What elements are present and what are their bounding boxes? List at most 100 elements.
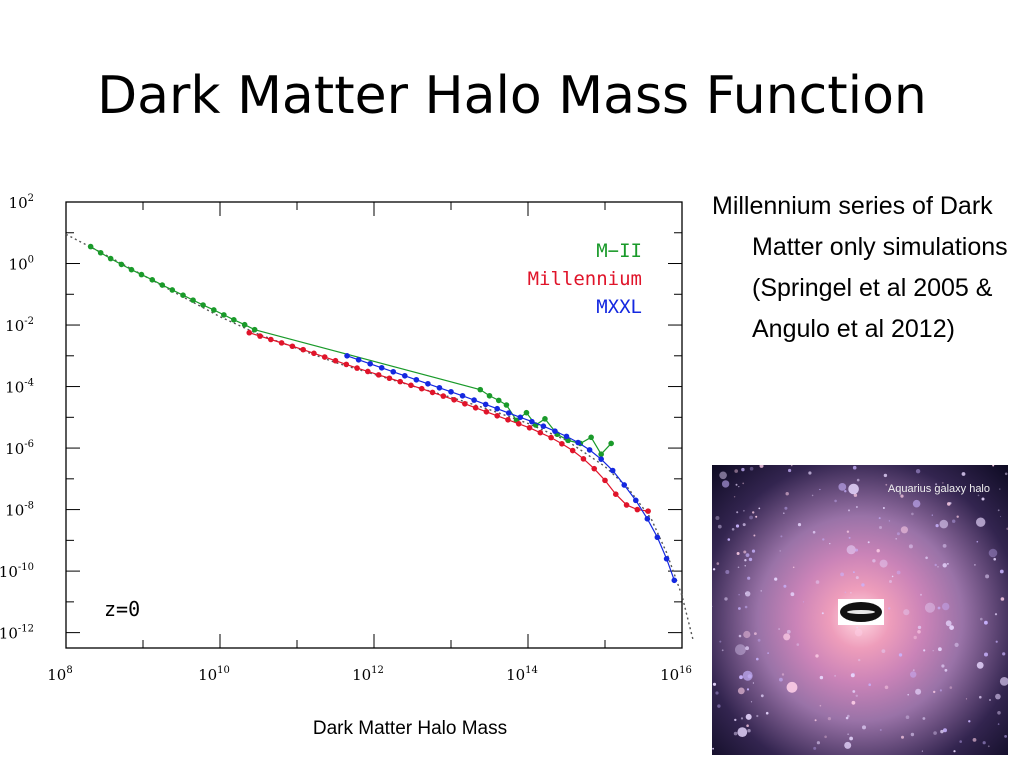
subhalo-particle xyxy=(939,519,949,529)
data-point xyxy=(408,382,414,389)
data-point xyxy=(278,340,285,346)
data-point xyxy=(569,447,576,454)
data-point xyxy=(128,266,135,273)
subhalo-particle xyxy=(822,538,825,541)
data-point xyxy=(548,434,554,441)
subhalo-particle xyxy=(734,718,737,722)
subhalo-particle xyxy=(849,736,853,741)
aquarius-halo-image: Aquarius galaxy halo xyxy=(712,465,1008,755)
data-point xyxy=(515,420,522,427)
subhalo-particle xyxy=(819,704,822,707)
subhalo-particle xyxy=(786,681,798,693)
subhalo-particle xyxy=(812,530,816,534)
subhalo-particle xyxy=(848,483,859,495)
x-tick-label: 1012 xyxy=(352,665,384,684)
subhalo-particle xyxy=(1002,652,1006,656)
subhalo-particle xyxy=(942,563,947,568)
data-point xyxy=(633,497,639,504)
subhalo-particle xyxy=(814,719,817,722)
subhalo-particle xyxy=(853,493,858,497)
subhalo-particle xyxy=(742,482,745,485)
subhalo-particle xyxy=(944,668,948,672)
data-point xyxy=(418,385,425,392)
data-point xyxy=(609,467,616,474)
subhalo-particle xyxy=(760,694,764,698)
data-point xyxy=(221,312,227,318)
subhalo-particle xyxy=(767,652,769,654)
data-point xyxy=(503,402,510,408)
data-point xyxy=(586,447,593,453)
subhalo-particle xyxy=(784,506,788,510)
y-tick-label: 10-2 xyxy=(5,316,34,335)
subhalo-particle xyxy=(949,686,953,689)
subhalo-particle xyxy=(937,566,939,568)
chart-svg: 108 1010 1012 1014 1016 102 100 10-2 10-4 10-6 10-… xyxy=(0,193,695,684)
subhalo-particle xyxy=(786,629,791,634)
subhalo-particle xyxy=(999,515,1002,518)
subhalo-particle xyxy=(748,557,753,562)
data-point xyxy=(654,534,661,541)
subhalo-particle xyxy=(743,550,747,554)
data-point xyxy=(612,491,619,498)
subhalo-particle xyxy=(968,720,971,723)
subhalo-particle xyxy=(853,571,855,573)
subhalo-particle xyxy=(989,699,991,701)
data-point xyxy=(663,556,670,562)
subhalo-particle xyxy=(829,543,831,545)
x-axis-label: Dark Matter Halo Mass xyxy=(312,718,508,739)
data-point xyxy=(390,368,397,375)
data-point xyxy=(367,360,373,367)
data-point xyxy=(483,408,490,415)
subhalo-particle xyxy=(756,657,759,661)
legend-entry: Millennium xyxy=(528,268,642,290)
subhalo-particle xyxy=(785,492,789,496)
subhalo-particle xyxy=(745,646,749,651)
data-point xyxy=(462,400,468,407)
subhalo-particle xyxy=(738,607,741,610)
subhalo-particle xyxy=(992,465,995,467)
subhalo-particle xyxy=(844,490,847,493)
subhalo-particle xyxy=(922,717,926,720)
subhalo-particle xyxy=(1000,597,1005,601)
subhalo-particle xyxy=(742,670,753,681)
subhalo-particle xyxy=(999,488,1001,490)
data-point xyxy=(529,418,535,425)
subhalo-particle xyxy=(743,509,745,512)
subhalo-particle xyxy=(855,548,859,552)
subhalo-particle xyxy=(738,486,740,488)
subhalo-particle xyxy=(838,483,847,491)
data-point xyxy=(321,354,328,360)
subhalo-particle xyxy=(943,728,947,733)
data-point xyxy=(289,343,296,350)
subhalo-particle xyxy=(898,653,903,657)
subhalo-particle xyxy=(954,642,959,647)
subhalo-particle xyxy=(867,541,870,544)
subhalo-particle xyxy=(815,580,820,584)
data-point xyxy=(623,502,630,508)
data-point xyxy=(251,326,258,333)
data-point xyxy=(451,396,457,403)
data-point xyxy=(343,361,350,368)
subhalo-particle xyxy=(808,471,812,475)
subhalo-particle xyxy=(731,528,735,531)
subhalo-particle xyxy=(744,605,748,609)
subhalo-particle xyxy=(1006,527,1008,530)
subhalo-particle xyxy=(724,597,728,601)
subhalo-particle xyxy=(911,512,914,516)
subhalo-particle xyxy=(847,714,850,718)
series-line-2 xyxy=(346,355,675,581)
data-point xyxy=(644,516,651,522)
subhalo-particle xyxy=(744,559,747,562)
subhalo-particle xyxy=(985,574,990,579)
subhalo-particle xyxy=(881,649,886,653)
data-point xyxy=(138,271,145,278)
subhalo-particle xyxy=(834,499,837,503)
subhalo-particle xyxy=(901,735,904,739)
subhalo-particle xyxy=(972,738,977,742)
y-tick-label: 10-4 xyxy=(5,378,34,397)
data-point xyxy=(246,329,253,336)
subhalo-particle xyxy=(853,672,855,674)
subhalo-particle xyxy=(908,544,913,549)
data-point xyxy=(671,577,678,584)
subhalo-particle xyxy=(758,507,761,510)
